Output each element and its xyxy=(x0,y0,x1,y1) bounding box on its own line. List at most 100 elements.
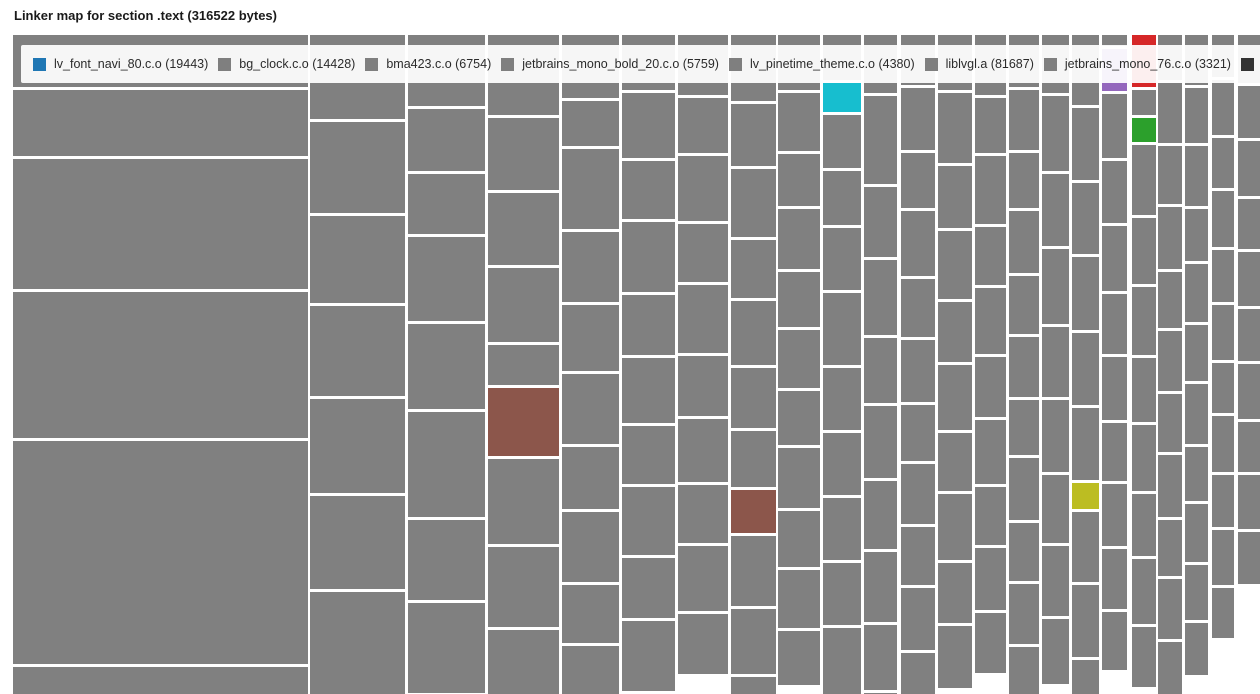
treemap-cell[interactable] xyxy=(1185,264,1208,322)
treemap-cell[interactable] xyxy=(938,166,972,228)
treemap-cell[interactable] xyxy=(562,512,619,582)
treemap-cell[interactable] xyxy=(622,93,675,158)
treemap-cell[interactable] xyxy=(864,96,897,184)
treemap-cell[interactable] xyxy=(975,288,1006,354)
treemap-cell[interactable] xyxy=(901,588,935,650)
treemap-cell[interactable] xyxy=(1185,384,1208,444)
treemap-cell[interactable] xyxy=(778,93,820,151)
treemap-cell[interactable] xyxy=(1009,90,1039,150)
treemap-cell[interactable] xyxy=(823,498,861,560)
treemap-cell[interactable] xyxy=(1212,530,1234,585)
treemap-cell-olive[interactable] xyxy=(1072,483,1099,509)
treemap-cell[interactable] xyxy=(13,90,308,156)
treemap-cell[interactable] xyxy=(778,570,820,628)
treemap-cell[interactable] xyxy=(901,527,935,585)
treemap-cell[interactable] xyxy=(678,285,728,353)
treemap-cell[interactable] xyxy=(938,433,972,491)
treemap-cell[interactable] xyxy=(1009,458,1039,520)
treemap-cell[interactable] xyxy=(901,211,935,276)
treemap-cell[interactable] xyxy=(1185,325,1208,381)
treemap-cell[interactable] xyxy=(778,330,820,388)
treemap-cell[interactable] xyxy=(1212,588,1234,638)
treemap-cell[interactable] xyxy=(1072,333,1099,405)
treemap-cell[interactable] xyxy=(622,161,675,219)
treemap-cell[interactable] xyxy=(1132,287,1156,355)
treemap-cell[interactable] xyxy=(731,169,776,237)
treemap-cell[interactable] xyxy=(408,412,485,517)
treemap-cell[interactable] xyxy=(864,552,897,622)
treemap-cell[interactable] xyxy=(1185,504,1208,562)
treemap-cell[interactable] xyxy=(310,399,405,493)
treemap-cell[interactable] xyxy=(938,494,972,560)
treemap-cell[interactable] xyxy=(823,171,861,225)
treemap-cell[interactable] xyxy=(1042,327,1069,397)
treemap-cell[interactable] xyxy=(1102,484,1127,546)
treemap-cell[interactable] xyxy=(1238,309,1260,361)
treemap-cell[interactable] xyxy=(901,88,935,150)
treemap-cell[interactable] xyxy=(938,365,972,430)
treemap-cell[interactable] xyxy=(1238,252,1260,306)
treemap-cell[interactable] xyxy=(1212,138,1234,188)
treemap-cell[interactable] xyxy=(1238,364,1260,419)
treemap-cell[interactable] xyxy=(1185,565,1208,620)
treemap-cell[interactable] xyxy=(1132,145,1156,215)
treemap-cell[interactable] xyxy=(1132,494,1156,556)
treemap-cell[interactable] xyxy=(1102,294,1127,354)
treemap-cell[interactable] xyxy=(1212,416,1234,472)
treemap-cell[interactable] xyxy=(1238,422,1260,472)
treemap-cell[interactable] xyxy=(864,406,897,478)
treemap-cell[interactable] xyxy=(678,419,728,482)
treemap-cell[interactable] xyxy=(310,216,405,303)
treemap-cell[interactable] xyxy=(1009,337,1039,397)
treemap-cell[interactable] xyxy=(1009,647,1039,694)
treemap-cell[interactable] xyxy=(1042,174,1069,246)
treemap-cell[interactable] xyxy=(1238,86,1260,138)
treemap-cell-brown[interactable] xyxy=(488,388,559,456)
treemap-cell-green[interactable] xyxy=(1132,118,1156,142)
treemap-cell[interactable] xyxy=(901,340,935,402)
treemap-cell[interactable] xyxy=(1238,141,1260,196)
treemap-cell[interactable] xyxy=(1072,408,1099,480)
treemap-cell[interactable] xyxy=(778,448,820,508)
treemap-cell[interactable] xyxy=(562,374,619,444)
treemap-cell[interactable] xyxy=(1072,660,1099,694)
treemap-cell[interactable] xyxy=(408,603,485,693)
treemap-cell[interactable] xyxy=(1132,425,1156,491)
treemap-cell[interactable] xyxy=(678,614,728,674)
treemap-cell[interactable] xyxy=(731,431,776,487)
treemap-cell[interactable] xyxy=(562,101,619,146)
treemap-cell[interactable] xyxy=(1158,455,1182,517)
treemap-cell[interactable] xyxy=(975,227,1006,285)
treemap-cell[interactable] xyxy=(901,464,935,524)
treemap-cell[interactable] xyxy=(1185,146,1208,206)
treemap-cell[interactable] xyxy=(1072,183,1099,254)
treemap-cell[interactable] xyxy=(622,426,675,484)
treemap-cell[interactable] xyxy=(731,677,776,694)
treemap-cell[interactable] xyxy=(622,295,675,355)
treemap-cell[interactable] xyxy=(823,293,861,365)
treemap-cell[interactable] xyxy=(938,231,972,299)
treemap-cell[interactable] xyxy=(13,159,308,289)
treemap-cell[interactable] xyxy=(408,237,485,321)
treemap-cell[interactable] xyxy=(678,224,728,282)
treemap-cell[interactable] xyxy=(678,98,728,153)
treemap-cell[interactable] xyxy=(731,104,776,166)
treemap-cell[interactable] xyxy=(562,232,619,302)
treemap-cell[interactable] xyxy=(310,592,405,694)
treemap-cell[interactable] xyxy=(1102,161,1127,223)
treemap-cell[interactable] xyxy=(408,520,485,600)
treemap-cell[interactable] xyxy=(562,447,619,509)
treemap-cell[interactable] xyxy=(1212,475,1234,527)
treemap-cell[interactable] xyxy=(488,547,559,627)
treemap-cell[interactable] xyxy=(731,536,776,606)
treemap-cell[interactable] xyxy=(1158,272,1182,328)
treemap-cell[interactable] xyxy=(975,420,1006,484)
treemap-cell[interactable] xyxy=(1072,585,1099,657)
treemap-cell[interactable] xyxy=(938,626,972,688)
treemap-cell[interactable] xyxy=(778,511,820,567)
treemap-cell[interactable] xyxy=(310,496,405,589)
treemap-cell[interactable] xyxy=(1102,549,1127,609)
treemap-cell[interactable] xyxy=(1185,209,1208,261)
treemap-cell[interactable] xyxy=(1102,423,1127,481)
treemap-cell[interactable] xyxy=(938,563,972,623)
